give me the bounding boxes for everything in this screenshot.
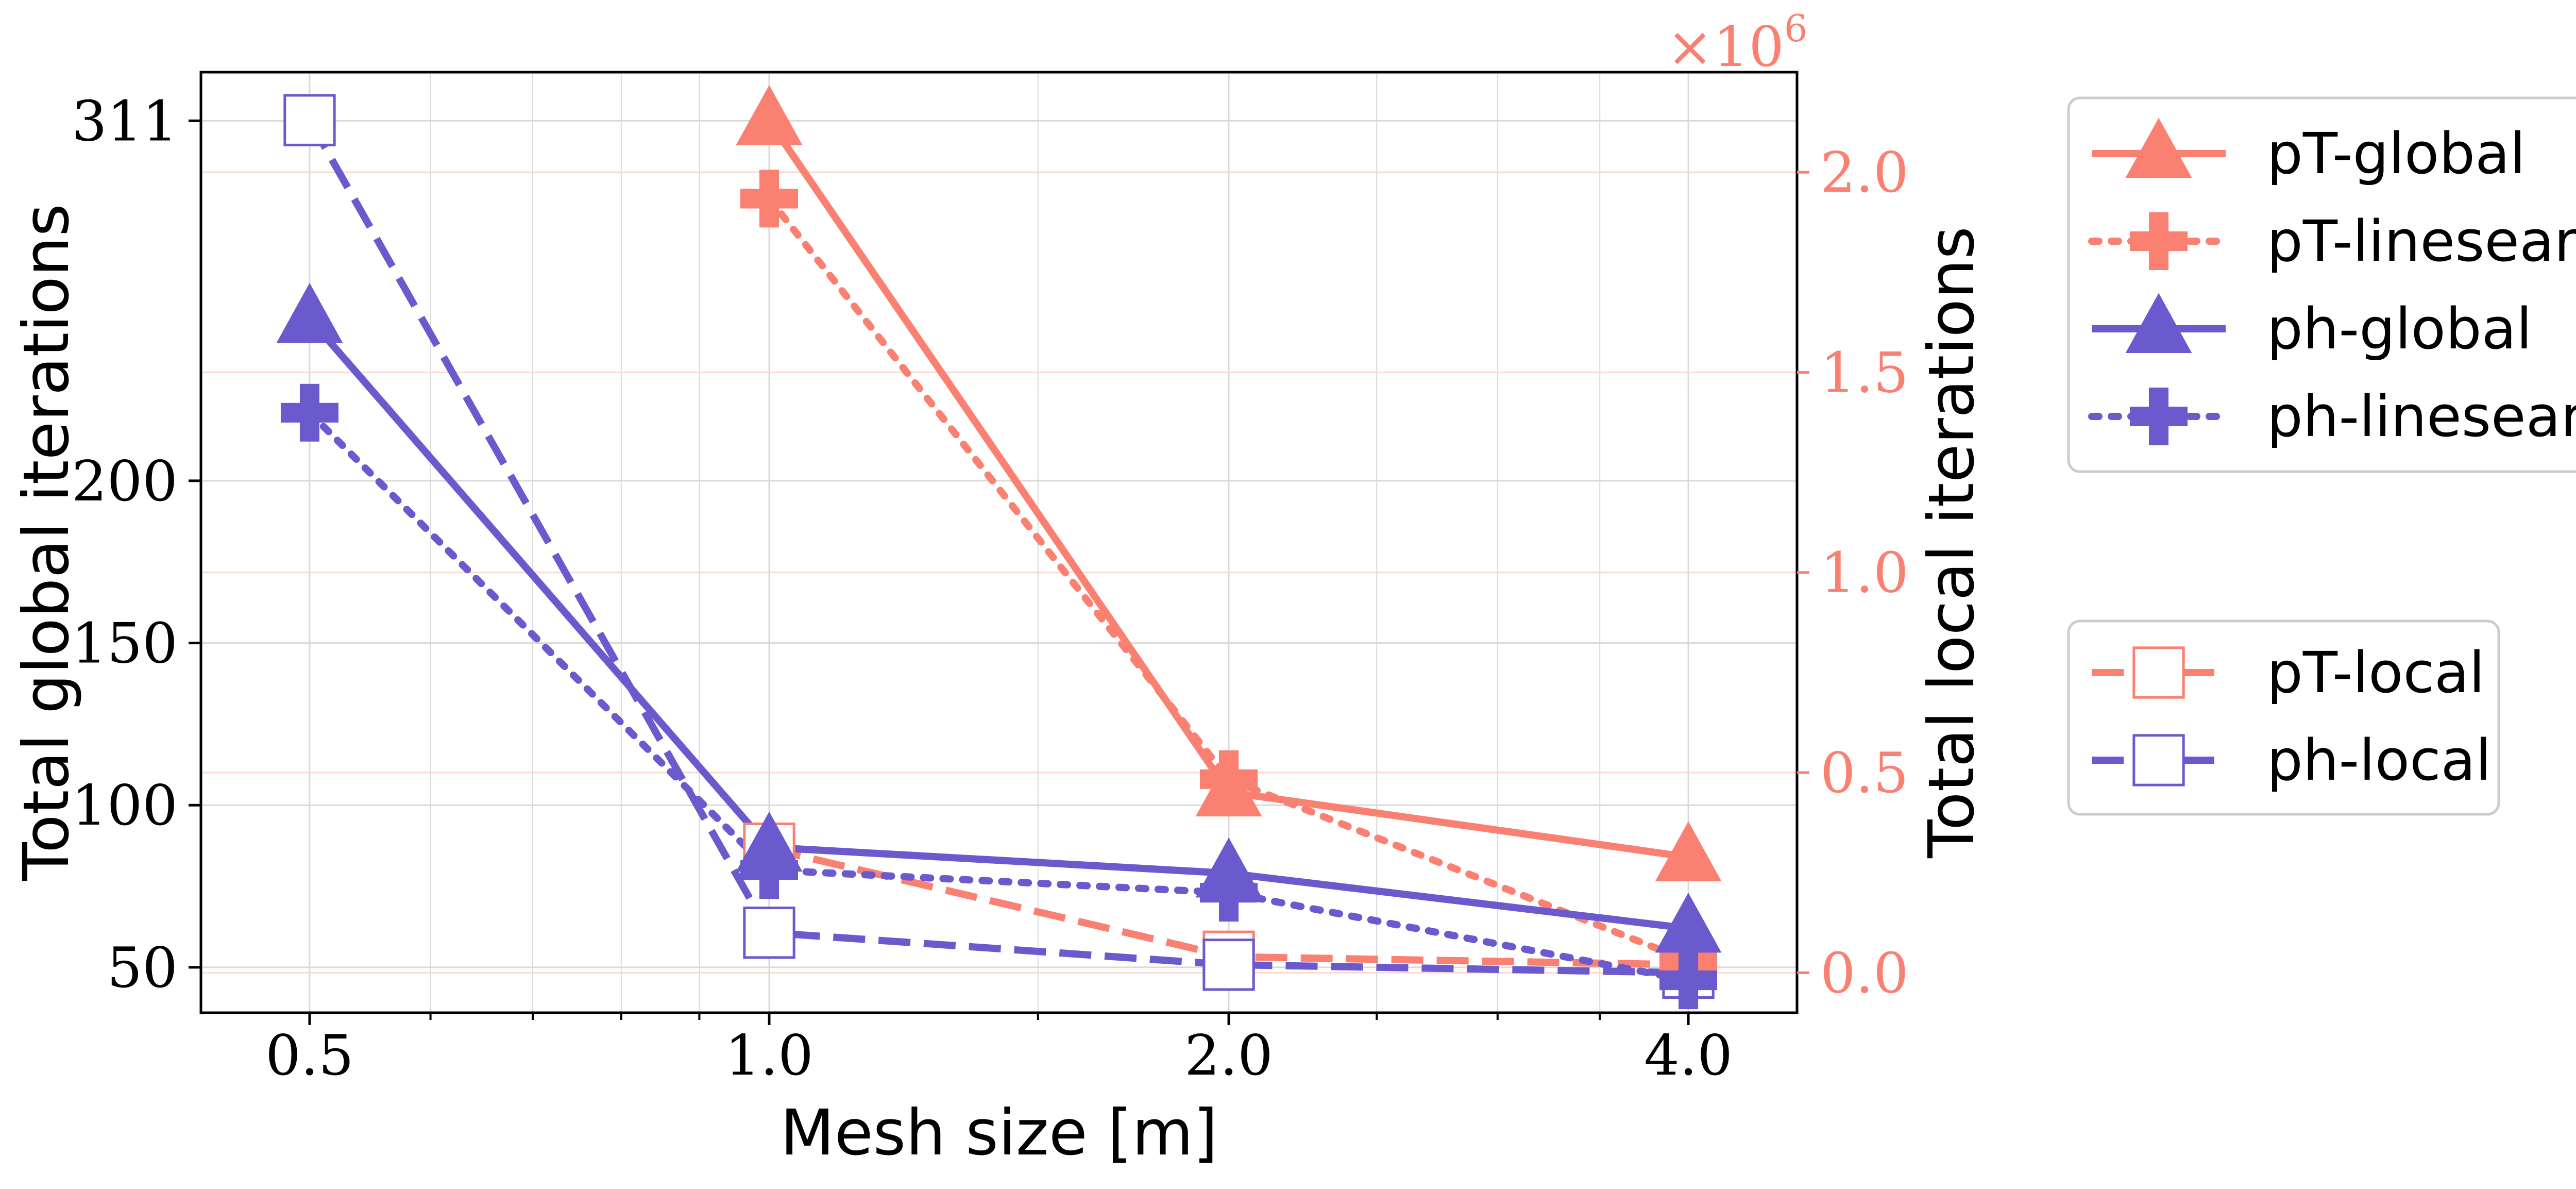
marker-ph-linesearch	[1659, 951, 1718, 1010]
series-markers	[276, 85, 1722, 1010]
marker-pT-linesearch	[740, 170, 798, 228]
legend-marker-ph-local	[2132, 734, 2185, 786]
x-tick-label: 2.0	[1184, 1024, 1273, 1088]
y-left-tick-label: 100	[72, 774, 178, 838]
x-axis-ticks: 0.5 1.0 2.0 4.0	[265, 1013, 1733, 1088]
legend-label-ph-linesearch: ph-linesearch	[2267, 383, 2576, 449]
y-right-ticks: 0.0 0.5 1.0 1.5 2.0	[1797, 141, 1909, 1006]
legend-main: pT-global pT-linesearch ph-global ph-linese…	[2067, 96, 2576, 473]
x-tick-label: 0.5	[265, 1024, 354, 1088]
y-right-tick-label: 0.5	[1820, 741, 1909, 806]
line-ph-linesearch	[306, 409, 1692, 984]
legend-label-pT-linesearch: pT-linesearch	[2267, 208, 2576, 274]
y-left-ticks: 50 100 150 200 311	[72, 89, 201, 1000]
legend-marker-ph-global	[2125, 293, 2192, 354]
marker-ph-linesearch	[280, 383, 338, 442]
y-right-tick-label: 1.5	[1820, 341, 1909, 405]
legend-label-ph-global: ph-global	[2267, 296, 2532, 362]
y-left-tick-label: 50	[107, 936, 178, 1000]
x-axis-title: Mesh size [m]	[780, 1096, 1217, 1169]
marker-ph-global	[1655, 892, 1722, 953]
y-left-axis-title: Total global iterations	[10, 204, 83, 881]
line-ph-local	[306, 118, 1689, 977]
y-left-tick-label: 200	[72, 449, 178, 514]
plot-frame	[199, 71, 1799, 1014]
marker-ph-global	[736, 811, 803, 872]
marker-ph-local	[743, 907, 795, 959]
y-right-tick-label: 0.0	[1820, 941, 1909, 1006]
line-ph-global	[307, 316, 1689, 932]
y-right-tick-label: 1.0	[1820, 541, 1909, 606]
marker-ph-local	[1202, 939, 1255, 991]
legend-marker-pT-global	[2125, 118, 2192, 178]
marker-pT-global	[736, 85, 803, 145]
x-tick-label: 1.0	[725, 1024, 814, 1088]
legend-entries-local: pT-local ph-local	[2092, 640, 2492, 793]
marker-ph-global	[276, 282, 343, 343]
legend-marker-ph-linesearch	[2130, 388, 2188, 445]
marker-pT-global	[1655, 821, 1722, 881]
legend-entries-main: pT-global pT-linesearch ph-global ph-linese…	[2088, 118, 2576, 449]
y-right-tick-label: 2.0	[1820, 141, 1909, 205]
legend-label-ph-local: ph-local	[2267, 727, 2492, 793]
x-tick-label: 4.0	[1644, 1024, 1733, 1088]
y-left-tick-label: 150	[72, 612, 178, 676]
marker-ph-global	[1195, 837, 1262, 898]
legend-marker-pT-linesearch	[2130, 212, 2188, 270]
y-left-tick-label: 311	[72, 89, 178, 154]
right-axis-multiplier: ×106	[1667, 7, 1808, 79]
legend-local: pT-local ph-local	[2067, 619, 2500, 816]
legend-marker-pT-local	[2132, 646, 2185, 699]
marker-pT-global	[1195, 756, 1262, 817]
legend-label-pT-global: pT-global	[2267, 121, 2526, 187]
y-right-axis-title: Total local iterations	[1915, 226, 1988, 859]
legend-label-pT-local: pT-local	[2267, 640, 2485, 706]
marker-ph-local	[283, 94, 336, 146]
